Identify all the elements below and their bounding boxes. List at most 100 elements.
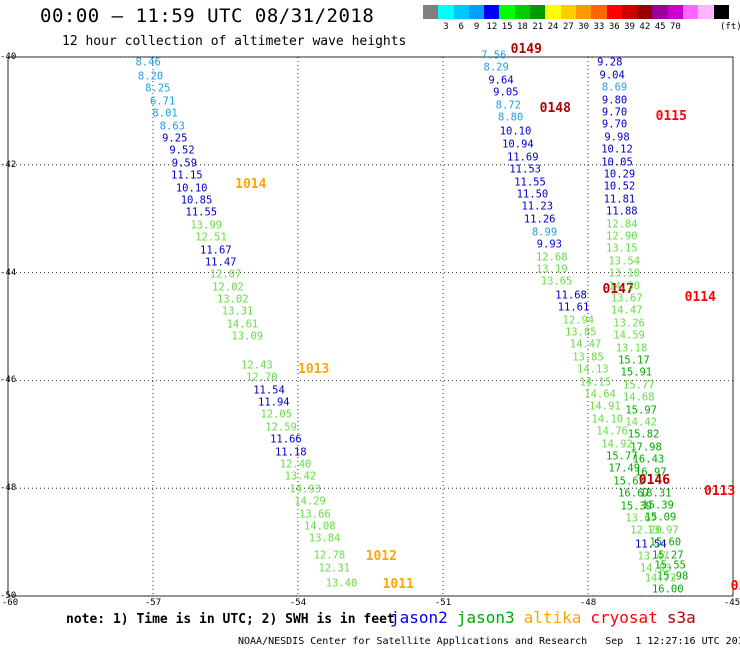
swh-value: 18.31 — [639, 487, 672, 500]
swh-value: 9.52 — [169, 144, 195, 157]
swh-value: 11.94 — [258, 396, 290, 409]
swh-value: 10.12 — [601, 143, 633, 156]
swh-value: 12.07 — [209, 268, 242, 281]
colorbar-label: 18 — [517, 22, 528, 32]
swh-value: 12.43 — [241, 359, 273, 372]
swh-value: 11.68 — [555, 289, 587, 302]
swh-value: 8.25 — [145, 82, 171, 95]
map-title: 00:00 – 11:59 UTC 08/31/2018 — [40, 5, 375, 27]
colorbar-swatch — [545, 5, 561, 19]
swh-value: 9.93 — [536, 238, 562, 251]
swh-value: 11.15 — [171, 169, 203, 182]
pass-label: 011 — [730, 579, 740, 595]
swh-value: 12.78 — [313, 549, 346, 562]
legend-jason3: jason3 — [456, 608, 515, 627]
colorbar-swatch — [423, 5, 439, 19]
swh-value: 13.02 — [216, 293, 249, 306]
swh-value: 10.05 — [601, 156, 633, 169]
swh-value: 15.27 — [651, 549, 684, 562]
colorbar-label: 12 — [486, 22, 498, 32]
swh-value: 11.53 — [509, 163, 541, 176]
swh-value: 14.10 — [591, 413, 624, 426]
swh-value: 14.08 — [303, 520, 336, 533]
swh-value: 9.28 — [597, 56, 623, 69]
swh-value: 15.55 — [654, 559, 686, 572]
colorbar-label: 3 — [443, 22, 449, 32]
colorbar-swatch — [575, 5, 592, 19]
swh-value: 16.97 — [635, 466, 667, 479]
swh-value: 12.70 — [245, 371, 278, 384]
swh-value: 14.13 — [577, 363, 609, 376]
swh-value: 13.26 — [613, 317, 645, 330]
swh-value: 11.69 — [506, 151, 539, 164]
swh-value: 8.72 — [495, 99, 521, 111]
colorbar-swatch — [468, 5, 485, 19]
colorbar-swatch — [667, 5, 684, 19]
colorbar-label: 21 — [532, 22, 544, 32]
swh-value: 13.65 — [540, 275, 573, 288]
swh-value: 16.43 — [632, 453, 665, 466]
swh-value: 12.02 — [212, 281, 244, 294]
swh-value: 12.05 — [260, 408, 293, 421]
swh-value: 8.01 — [152, 107, 178, 120]
pass-label: 0149 — [510, 41, 542, 57]
swh-value: 12.20 — [630, 524, 662, 537]
swh-value: 13.99 — [190, 219, 222, 232]
swh-value: 14.47 — [610, 304, 643, 317]
colorbar-swatch — [652, 5, 668, 19]
colorbar-swatch — [683, 5, 699, 19]
pass-label: 0148 — [539, 101, 571, 117]
colorbar-label: 6 — [458, 22, 464, 32]
lon-label: -45 — [723, 598, 740, 608]
lat-label: -42 — [0, 159, 17, 170]
swh-value: 9.80 — [601, 94, 628, 107]
swh-value: 10.29 — [603, 168, 636, 181]
swh-value: 13.67 — [610, 292, 643, 305]
swh-value: 9.70 — [601, 118, 628, 131]
lon-label: -54 — [289, 598, 307, 608]
lon-label: -60 — [1, 598, 19, 608]
swh-value: 11.23 — [521, 200, 554, 213]
legend-altika: altika — [523, 608, 582, 627]
swh-value: 15.39 — [642, 499, 674, 512]
swh-value: 6.71 — [150, 95, 176, 108]
lon-label: -57 — [144, 598, 162, 608]
colorbar-swatch — [453, 5, 469, 19]
swh-value: 13.09 — [231, 330, 264, 343]
colorbar-swatch — [499, 5, 515, 19]
swh-value: 15.63 — [613, 475, 645, 488]
colorbar-label: 70 — [670, 22, 681, 32]
lon-label: -51 — [434, 598, 452, 608]
swh-value: 13.85 — [572, 351, 604, 364]
colorbar-swatch — [637, 5, 653, 19]
swh-value: 14.15 — [579, 376, 612, 389]
swh-value: 12.31 — [318, 562, 351, 574]
swh-value: 15.82 — [627, 428, 660, 441]
pass-label: 1011 — [382, 576, 414, 592]
swh-value: 14.73 — [644, 572, 677, 585]
swh-value: 11.88 — [606, 205, 638, 218]
swh-value: 13.84 — [308, 532, 341, 545]
lat-label: -46 — [0, 375, 17, 386]
legend-s3a: s3a — [666, 608, 696, 627]
swh-value: 13.54 — [608, 255, 641, 268]
swh-value: 15.91 — [620, 366, 653, 379]
swh-value: 12.84 — [606, 218, 638, 231]
colorbar-label: 15 — [501, 22, 513, 32]
swh-value: 8.69 — [601, 81, 628, 94]
swh-value: 10.85 — [180, 194, 213, 207]
swh-value: 14.64 — [584, 388, 616, 401]
swh-value: 15.98 — [656, 570, 689, 583]
swh-value: 14.59 — [613, 329, 645, 342]
swh-value: 11.50 — [516, 188, 549, 201]
swh-value: 14.92 — [601, 438, 633, 451]
swh-value: 14.93 — [289, 483, 322, 496]
swh-value: 14.91 — [589, 400, 621, 413]
colorbar-swatch — [530, 5, 546, 19]
swh-value: 8.46 — [135, 56, 161, 69]
swh-value: 13.15 — [606, 242, 638, 255]
swh-value: 11.67 — [200, 244, 232, 256]
map-subtitle: 12 hour collection of altimeter wave hei… — [62, 34, 407, 49]
lon-label: -48 — [579, 598, 597, 608]
